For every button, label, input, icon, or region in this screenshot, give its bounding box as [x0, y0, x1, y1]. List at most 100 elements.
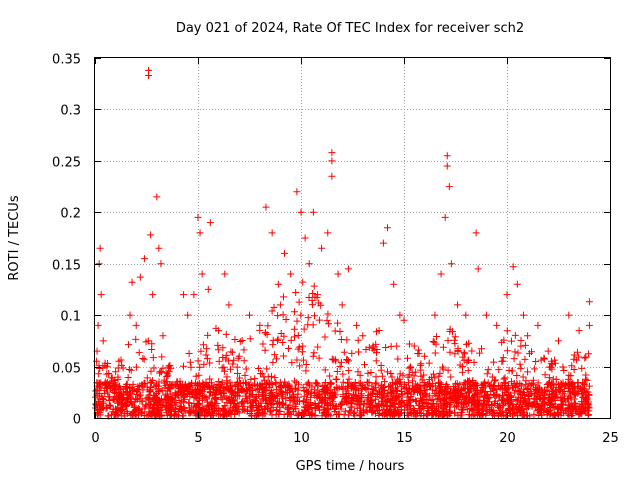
- data-point: [336, 362, 344, 370]
- data-point: [387, 370, 395, 378]
- data-point: [95, 406, 103, 414]
- data-point: [295, 343, 303, 351]
- data-point: [366, 398, 374, 406]
- data-point: [494, 400, 502, 408]
- data-point: [350, 381, 358, 389]
- x-tick-label: 0: [91, 431, 99, 446]
- data-point: [405, 364, 413, 372]
- data-point: [508, 337, 516, 345]
- data-point: [478, 405, 486, 413]
- data-point: [257, 403, 265, 411]
- data-point: [331, 389, 339, 397]
- data-point: [96, 395, 104, 403]
- data-point: [101, 378, 109, 386]
- data-point: [456, 361, 464, 369]
- data-point: [451, 350, 459, 358]
- data-point: [114, 412, 122, 420]
- data-point: [118, 396, 126, 404]
- data-point: [227, 410, 235, 418]
- data-point: [575, 327, 583, 335]
- data-point: [282, 395, 290, 403]
- data-point: [405, 396, 413, 404]
- data-point: [554, 384, 562, 392]
- data-point: [99, 400, 107, 408]
- data-point: [417, 372, 425, 380]
- x-tick-label: 20: [499, 431, 516, 446]
- data-point: [377, 401, 385, 409]
- data-point: [387, 401, 395, 409]
- data-point: [321, 404, 329, 412]
- data-point: [548, 359, 556, 367]
- data-point: [194, 381, 202, 389]
- data-point: [220, 384, 228, 392]
- data-point: [313, 380, 321, 388]
- x-tick-label: 25: [602, 431, 619, 446]
- data-point: [548, 380, 556, 388]
- data-point: [344, 384, 352, 392]
- data-point: [520, 411, 528, 419]
- data-point: [559, 363, 567, 371]
- data-point: [431, 374, 439, 382]
- data-point: [269, 404, 277, 412]
- data-point: [394, 355, 402, 363]
- data-point: [258, 370, 266, 378]
- data-point: [328, 149, 336, 157]
- y-tick-label: 0.2: [60, 207, 81, 222]
- data-point: [241, 371, 249, 379]
- data-point: [291, 377, 299, 385]
- data-point: [95, 362, 103, 370]
- data-point: [390, 280, 398, 288]
- data-point: [441, 386, 449, 394]
- data-point: [519, 311, 527, 319]
- data-point: [454, 384, 462, 392]
- data-point: [95, 370, 103, 378]
- data-point: [302, 367, 310, 375]
- y-axis-label: ROTI / TECUs: [7, 195, 22, 280]
- data-point: [183, 382, 191, 390]
- data-point: [290, 333, 298, 341]
- data-point: [395, 400, 403, 408]
- data-point: [472, 401, 480, 409]
- data-point: [101, 359, 109, 367]
- data-point: [129, 408, 137, 416]
- data-point: [511, 331, 519, 339]
- data-point: [349, 410, 357, 418]
- data-point: [271, 351, 279, 359]
- data-point: [448, 328, 456, 336]
- data-point: [447, 399, 455, 407]
- data-point: [460, 385, 468, 393]
- data-point: [331, 404, 339, 412]
- data-point: [190, 291, 198, 299]
- data-point: [558, 401, 566, 409]
- data-point: [260, 391, 268, 399]
- data-point: [447, 260, 455, 268]
- data-point: [545, 374, 553, 382]
- data-point: [242, 392, 250, 400]
- data-point: [268, 388, 276, 396]
- data-point: [345, 367, 353, 375]
- data-point: [391, 395, 399, 403]
- data-point: [514, 397, 522, 405]
- data-point: [488, 385, 496, 393]
- data-point: [462, 400, 470, 408]
- data-point: [585, 298, 593, 306]
- data-point: [489, 411, 497, 419]
- data-point: [197, 382, 205, 390]
- data-point: [219, 344, 227, 352]
- data-point: [218, 378, 226, 386]
- data-point: [490, 358, 498, 366]
- data-point: [294, 331, 302, 339]
- y-tick-label: 0.05: [52, 362, 81, 377]
- data-point: [324, 310, 332, 318]
- data-point: [172, 401, 180, 409]
- data-point: [132, 411, 140, 419]
- data-point: [112, 368, 120, 376]
- data-point: [453, 379, 461, 387]
- data-point: [158, 403, 166, 411]
- data-point: [446, 408, 454, 416]
- data-point: [196, 229, 204, 237]
- data-point: [436, 369, 444, 377]
- data-point: [289, 388, 297, 396]
- data-point: [263, 380, 271, 388]
- data-point: [332, 375, 340, 383]
